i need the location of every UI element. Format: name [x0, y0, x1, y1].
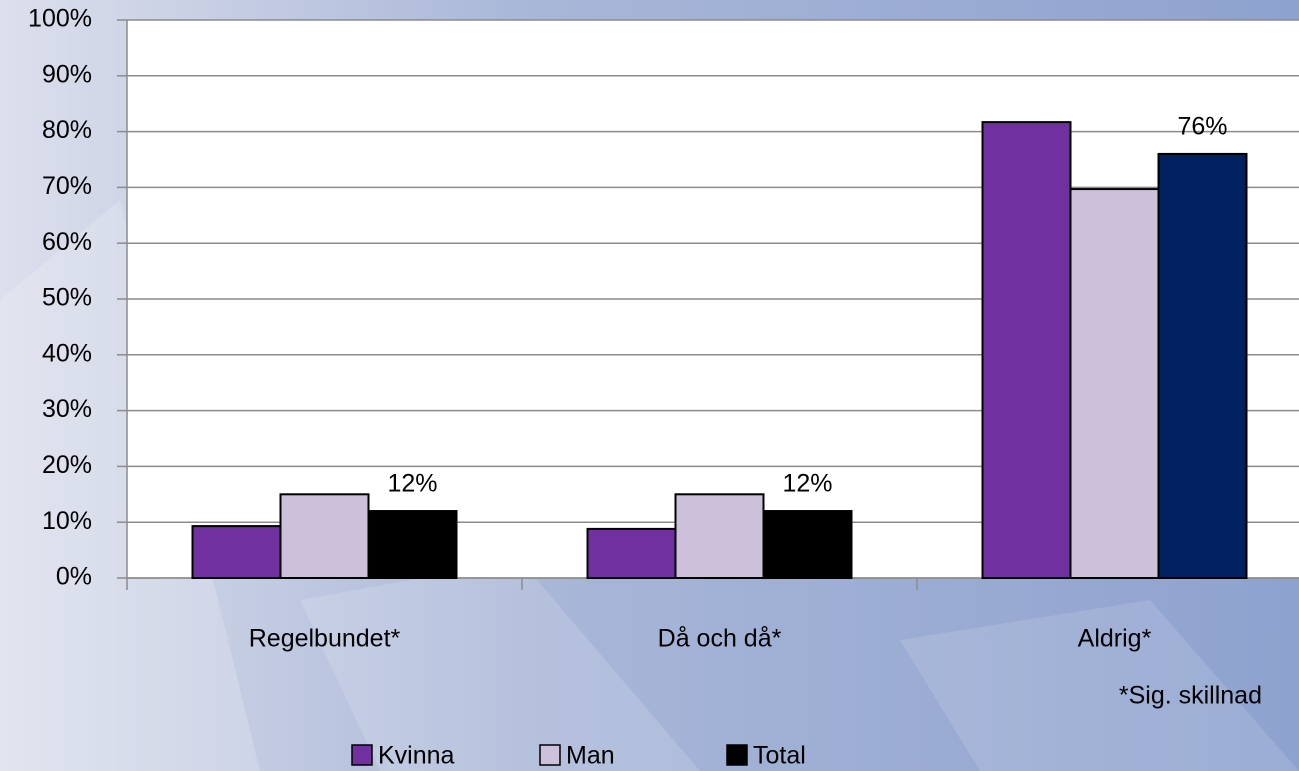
decoration — [300, 560, 700, 771]
y-tick-label: 80% — [42, 116, 92, 144]
y-tick-label: 30% — [42, 395, 92, 423]
decoration — [900, 600, 1299, 771]
x-tick-label: Aldrig* — [1078, 625, 1152, 653]
bar — [1069, 188, 1160, 579]
y-tick-label: 20% — [42, 451, 92, 479]
annotation: *Sig. skillnad — [1119, 682, 1262, 710]
legend-swatch — [726, 744, 748, 766]
data-label: 76% — [1177, 113, 1227, 141]
data-label: 12% — [387, 470, 437, 498]
y-tick-label: 40% — [42, 339, 92, 367]
y-tick-label: 0% — [56, 563, 92, 591]
bar — [279, 493, 370, 579]
legend-label: Man — [566, 742, 615, 770]
bar — [1157, 152, 1248, 579]
data-label: 12% — [782, 470, 832, 498]
legend-swatch — [351, 744, 373, 766]
y-tick-label: 50% — [42, 284, 92, 312]
legend-swatch — [539, 744, 561, 766]
y-tick-label: 100% — [28, 5, 92, 33]
y-tick-label: 70% — [42, 172, 92, 200]
y-tick-label: 10% — [42, 507, 92, 535]
x-tick-label: Regelbundet* — [249, 625, 401, 653]
bar — [762, 510, 853, 580]
bar — [586, 527, 677, 579]
y-tick-label: 90% — [42, 60, 92, 88]
x-tick-label: Då och då* — [658, 625, 782, 653]
bar — [981, 121, 1072, 579]
bar — [674, 493, 765, 579]
legend-label: Total — [753, 742, 806, 770]
y-tick-label: 60% — [42, 228, 92, 256]
legend-label: Kvinna — [378, 742, 455, 770]
bar — [191, 525, 282, 580]
bar — [367, 510, 458, 580]
